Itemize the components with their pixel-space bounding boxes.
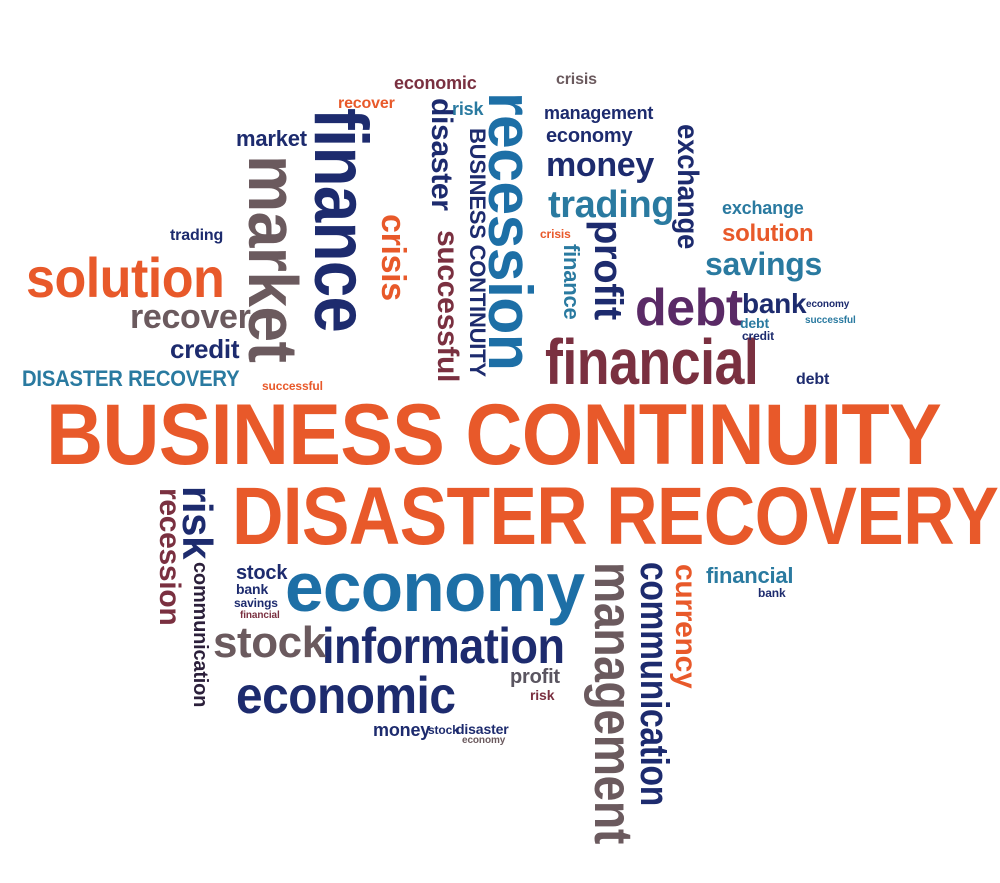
word-bank: bank bbox=[742, 288, 807, 319]
word-bank-right: bank bbox=[758, 586, 786, 600]
word-recover: recover bbox=[130, 298, 251, 336]
word-finance: finance bbox=[298, 108, 383, 333]
word-currency: currency bbox=[669, 564, 702, 689]
word-disaster-recovery-small: DISASTER RECOVERY bbox=[22, 366, 240, 391]
word-information: information bbox=[322, 618, 565, 674]
word-economic-top: economic bbox=[394, 73, 477, 93]
word-economy-bottom: economy bbox=[462, 735, 506, 746]
word-economy: economy bbox=[285, 548, 585, 626]
word-exchange: exchange bbox=[722, 198, 804, 218]
word-exchange-vertical: exchange bbox=[671, 124, 704, 250]
word-financial-right: financial bbox=[706, 563, 794, 588]
word-crisis-mid: crisis bbox=[540, 227, 571, 241]
word-solution: solution bbox=[26, 246, 225, 309]
word-crisis-top: crisis bbox=[556, 71, 597, 88]
word-debt-right: debt bbox=[740, 315, 769, 331]
word-market: market bbox=[234, 155, 312, 363]
word-debt: debt bbox=[635, 279, 743, 337]
word-successful-right: successful bbox=[805, 315, 856, 326]
word-stock: stock bbox=[213, 618, 326, 667]
word-credit-right: credit bbox=[742, 329, 774, 343]
word-profit: profit bbox=[586, 220, 630, 320]
word-successful: successful bbox=[431, 230, 464, 383]
word-money-bottom: money bbox=[373, 720, 431, 740]
word-economic-right: economy bbox=[806, 299, 850, 310]
word-communication: communication bbox=[632, 562, 676, 806]
word-money: money bbox=[546, 146, 654, 184]
word-economy-top: economy bbox=[546, 125, 633, 147]
word-recession-left: recession bbox=[153, 488, 186, 626]
word-successful-left: successful bbox=[262, 379, 323, 393]
word-crisis: crisis bbox=[374, 214, 412, 301]
word-stock-left: stock bbox=[236, 562, 288, 584]
word-finance-vertical: finance bbox=[559, 244, 584, 320]
word-trading: trading bbox=[548, 184, 675, 226]
word-management-top: management bbox=[544, 103, 654, 123]
word-financial-left: financial bbox=[240, 610, 280, 621]
word-solution-right: solution bbox=[722, 220, 814, 247]
word-risk-bottom: risk bbox=[530, 687, 555, 703]
word-communication-left: communication bbox=[189, 562, 211, 708]
word-disaster-recovery: DISASTER RECOVERY bbox=[232, 471, 999, 562]
word-bank-left: bank bbox=[236, 581, 269, 597]
word-disaster-bottom: disaster bbox=[456, 721, 509, 737]
word-credit: credit bbox=[170, 334, 240, 364]
word-trading-left: trading bbox=[170, 227, 224, 244]
word-business-continuity-vertical: BUSINESS CONTINUITY bbox=[465, 128, 490, 377]
word-recover-top: recover bbox=[338, 95, 395, 112]
word-savings-left: savings bbox=[234, 596, 278, 610]
word-risk-top: risk bbox=[452, 99, 484, 119]
word-market-top: market bbox=[236, 126, 307, 151]
word-financial: financial bbox=[545, 326, 759, 398]
word-savings: savings bbox=[705, 246, 822, 282]
word-stock-bottom: stock bbox=[428, 723, 459, 737]
word-business-continuity: BUSINESS CONTINUITY bbox=[46, 387, 942, 483]
word-debt-small: debt bbox=[796, 371, 830, 388]
word-profit-bottom: profit bbox=[510, 666, 560, 688]
word-economic: economic bbox=[236, 667, 456, 725]
